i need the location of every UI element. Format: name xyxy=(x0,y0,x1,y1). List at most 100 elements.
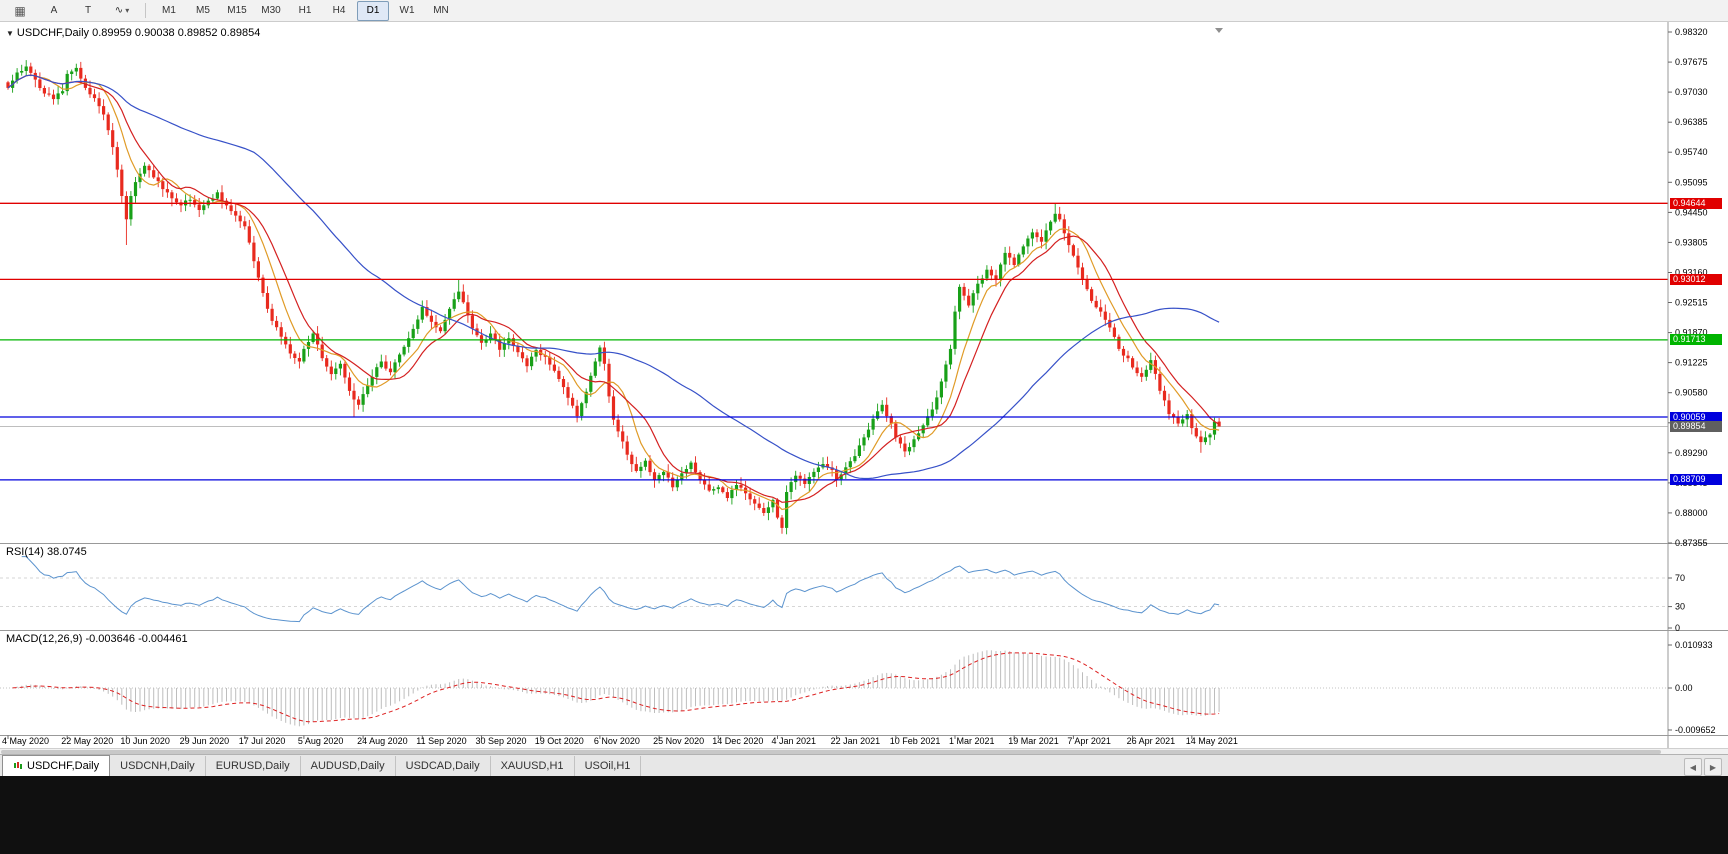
svg-text:0.95740: 0.95740 xyxy=(1675,147,1708,157)
tab-label: USDCNH,Daily xyxy=(120,760,195,772)
price-level-tag: 0.90059 xyxy=(1670,411,1722,423)
candles-layer xyxy=(6,60,1221,535)
svg-text:10 Jun 2020: 10 Jun 2020 xyxy=(120,736,170,746)
svg-text:10 Feb 2021: 10 Feb 2021 xyxy=(890,736,941,746)
svg-text:5 Aug 2020: 5 Aug 2020 xyxy=(298,736,344,746)
svg-text:0.97030: 0.97030 xyxy=(1675,87,1708,97)
toolbar-separator xyxy=(145,3,146,18)
svg-text:0.95095: 0.95095 xyxy=(1675,177,1708,187)
svg-text:17 Jul 2020: 17 Jul 2020 xyxy=(239,736,286,746)
tab-scroll-arrows: ◀ ▶ xyxy=(1684,758,1728,776)
timeframe-m30-button[interactable]: M30 xyxy=(261,5,281,16)
svg-text:0.91870: 0.91870 xyxy=(1675,328,1708,338)
svg-text:24 Aug 2020: 24 Aug 2020 xyxy=(357,736,408,746)
svg-text:0.94450: 0.94450 xyxy=(1675,207,1708,217)
tab-label: USDCAD,Daily xyxy=(405,760,480,772)
timeframe-m5-button[interactable]: M5 xyxy=(196,5,210,16)
svg-text:0: 0 xyxy=(1675,623,1680,633)
timeframe-d1-button[interactable]: D1 xyxy=(357,0,389,21)
timeframe-mn-button[interactable]: MN xyxy=(433,5,449,16)
level-lines-layer[interactable] xyxy=(0,202,1668,481)
grid-chart-icon[interactable]: ▦ xyxy=(14,3,26,18)
price-level-tag: 0.91713 xyxy=(1670,334,1722,346)
line-style-dropdown[interactable]: ∿ ▾ xyxy=(106,1,138,21)
top-toolbar: ▦ A T ∿ ▾ M1 M5 M15 M30 H1 H4 D1 W1 MN xyxy=(0,0,1728,22)
wave-icon: ∿ xyxy=(114,5,124,16)
svg-text:0.93805: 0.93805 xyxy=(1675,237,1708,247)
tab-usoil-h1[interactable]: USOil,H1 xyxy=(575,756,642,776)
svg-text:0.00: 0.00 xyxy=(1675,683,1693,693)
svg-text:19 Oct 2020: 19 Oct 2020 xyxy=(535,736,584,746)
svg-text:4 May 2020: 4 May 2020 xyxy=(2,736,49,746)
chart-area[interactable]: 0.98320 0.97675 0.97030 0.96385 0.95740 0.950… xyxy=(0,22,1728,748)
candlestick-chart[interactable]: 0.98320 0.97675 0.97030 0.96385 0.95740 0.950… xyxy=(0,22,1728,748)
pane-separators xyxy=(0,22,1728,748)
svg-text:30 Sep 2020: 30 Sep 2020 xyxy=(476,736,527,746)
tab-eurusd-daily[interactable]: EURUSD,Daily xyxy=(206,756,301,776)
moving-averages-layer xyxy=(7,74,1220,511)
svg-text:25 Nov 2020: 25 Nov 2020 xyxy=(653,736,704,746)
svg-text:0.88000: 0.88000 xyxy=(1675,508,1708,518)
tab-label: USOil,H1 xyxy=(584,760,631,772)
desktop-area xyxy=(0,776,1728,854)
svg-text:0.96385: 0.96385 xyxy=(1675,117,1708,127)
rsi-pane: 70 30 0 xyxy=(0,556,1685,633)
tab-usdchf-daily[interactable]: USDCHF,Daily xyxy=(2,755,111,776)
timeframe-m1-button[interactable]: M1 xyxy=(162,5,176,16)
candlestick-icon xyxy=(14,762,22,769)
svg-text:0.93160: 0.93160 xyxy=(1675,268,1708,278)
tab-usdcnh-daily[interactable]: USDCNH,Daily xyxy=(110,756,206,776)
svg-text:70: 70 xyxy=(1675,573,1685,583)
tab-usdcad-daily[interactable]: USDCAD,Daily xyxy=(396,756,491,776)
timeframe-m15-button[interactable]: M15 xyxy=(227,5,247,16)
macd-indicator-label: MACD(12,26,9) -0.003646 -0.004461 xyxy=(6,633,188,645)
tab-audusd-daily[interactable]: AUDUSD,Daily xyxy=(301,756,396,776)
chart-shift-marker xyxy=(1215,28,1223,33)
chevron-down-icon: ▾ xyxy=(125,6,130,15)
current-price-tag: 0.89854 xyxy=(1670,421,1722,432)
svg-text:-0.009652: -0.009652 xyxy=(1675,725,1716,735)
price-scale[interactable]: 0.98320 0.97675 0.97030 0.96385 0.95740 0.950… xyxy=(1668,27,1708,548)
timeframe-h1-button[interactable]: H1 xyxy=(298,5,312,16)
collapse-triangle-icon[interactable]: ▼ xyxy=(6,29,14,38)
price-level-tag: 0.88709 xyxy=(1670,474,1722,486)
tab-scroll-right-button[interactable]: ▶ xyxy=(1704,758,1722,776)
svg-text:11 Sep 2020: 11 Sep 2020 xyxy=(416,736,466,746)
tab-label: XAUUSD,H1 xyxy=(500,760,564,772)
svg-text:22 May 2020: 22 May 2020 xyxy=(61,736,113,746)
timeframe-h4-button[interactable]: H4 xyxy=(332,5,346,16)
chart-tab-bar: USDCHF,Daily USDCNH,Daily EURUSD,Daily A… xyxy=(0,754,1728,776)
tab-scroll-left-button[interactable]: ◀ xyxy=(1684,758,1702,776)
svg-text:14 Dec 2020: 14 Dec 2020 xyxy=(712,736,763,746)
svg-text:0.010933: 0.010933 xyxy=(1675,640,1713,650)
scrollbar-thumb[interactable] xyxy=(1,750,1661,754)
svg-text:0.98320: 0.98320 xyxy=(1675,27,1708,37)
svg-text:0.92515: 0.92515 xyxy=(1675,298,1708,308)
svg-text:0.87355: 0.87355 xyxy=(1675,538,1708,548)
svg-text:0.89290: 0.89290 xyxy=(1675,448,1708,458)
price-level-tag: 0.93012 xyxy=(1670,273,1722,285)
svg-text:0.91225: 0.91225 xyxy=(1675,358,1708,368)
svg-text:0.97675: 0.97675 xyxy=(1675,57,1708,67)
tab-xauusd-h1[interactable]: XAUUSD,H1 xyxy=(491,756,575,776)
svg-text:7 Apr 2021: 7 Apr 2021 xyxy=(1067,736,1111,746)
macd-pane: 0.010933 0.00 -0.009652 xyxy=(0,640,1716,735)
date-axis[interactable]: 4 May 2020 22 May 2020 10 Jun 2020 29 Jun 2… xyxy=(2,735,1238,747)
chart-horizontal-scrollbar[interactable] xyxy=(0,748,1728,754)
timeframe-w1-button[interactable]: W1 xyxy=(399,5,415,16)
svg-text:29 Jun 2020: 29 Jun 2020 xyxy=(180,736,230,746)
svg-text:1 Mar 2021: 1 Mar 2021 xyxy=(949,736,995,746)
svg-text:14 May 2021: 14 May 2021 xyxy=(1186,736,1238,746)
svg-text:4 Jan 2021: 4 Jan 2021 xyxy=(772,736,817,746)
arrow-tool-button[interactable]: A xyxy=(50,5,58,16)
svg-text:0.90580: 0.90580 xyxy=(1675,388,1708,398)
tab-label: USDCHF,Daily xyxy=(27,760,100,772)
svg-text:30: 30 xyxy=(1675,602,1685,612)
price-level-tag: 0.94644 xyxy=(1670,197,1722,209)
svg-text:6 Nov 2020: 6 Nov 2020 xyxy=(594,736,640,746)
ohlc-readout: USDCHF,Daily 0.89959 0.90038 0.89852 0.8… xyxy=(16,27,261,39)
text-tool-button[interactable]: T xyxy=(84,5,92,16)
svg-text:26 Apr 2021: 26 Apr 2021 xyxy=(1127,736,1176,746)
svg-text:22 Jan 2021: 22 Jan 2021 xyxy=(831,736,881,746)
tab-label: AUDUSD,Daily xyxy=(310,760,385,772)
